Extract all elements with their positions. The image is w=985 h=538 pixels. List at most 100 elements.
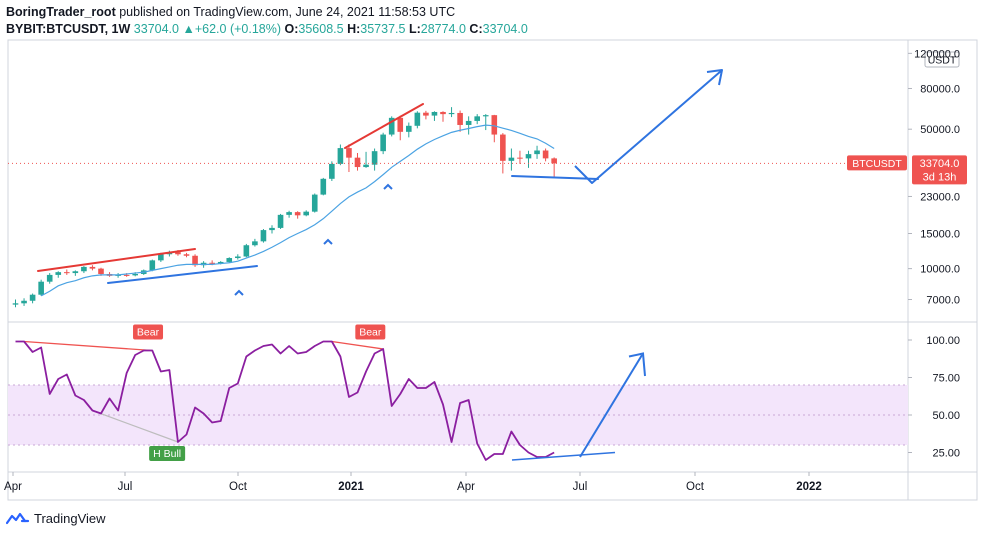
candle-body: [508, 157, 515, 161]
candle-body: [448, 112, 455, 115]
candles: [12, 107, 557, 308]
candle-body: [534, 150, 540, 155]
signal-badge: [133, 324, 164, 340]
candle-body: [226, 258, 233, 262]
price-tick-label: 50000.0: [920, 124, 960, 136]
chart-border: [7, 39, 978, 501]
candle-body: [465, 120, 472, 125]
rsi-support-line: [511, 451, 616, 461]
symbol-info: BYBIT:BTCUSDT, 1W 33704.0 ▲+62.0 (+0.18%…: [6, 22, 528, 36]
hidden-bullish-line: [92, 409, 179, 443]
signal-badge: [355, 324, 386, 340]
price-tick-label: 7000.0: [926, 295, 960, 307]
rsi-projection-arrowhead: [628, 352, 646, 377]
up-arrow-icon: ▲: [182, 22, 195, 36]
candle-body: [525, 154, 532, 159]
candle-body: [320, 178, 327, 195]
price-tick-label: 15000.0: [920, 228, 960, 240]
candle-body: [286, 212, 292, 215]
publish-date: published on TradingView.com, June 24, 2…: [119, 5, 456, 19]
candle-body: [311, 194, 318, 212]
candle-body: [243, 245, 250, 257]
time-tick-label: 2022: [796, 481, 822, 493]
projection-arrowhead: [706, 69, 723, 86]
time-tick-label: Apr: [4, 481, 22, 493]
rsi-tick-label: 75.00: [932, 373, 960, 385]
candle-body: [371, 151, 378, 165]
high-label: H:: [347, 22, 361, 36]
candle-body: [474, 116, 480, 121]
candle-body: [123, 274, 130, 276]
candle-body: [406, 125, 412, 132]
candle-body: [29, 294, 36, 301]
brand-name: TradingView: [34, 511, 106, 526]
candle-body: [89, 266, 96, 269]
candle-body: [64, 272, 70, 274]
symbol-tag-label: BTCUSDT: [852, 158, 902, 170]
candle-body: [423, 112, 429, 116]
candle-body: [482, 115, 489, 117]
resistance-trendline: [37, 248, 196, 272]
candle-body: [21, 300, 27, 304]
support-line: [511, 175, 599, 180]
candle-body: [337, 148, 344, 164]
last-price: 33704.0: [133, 22, 179, 36]
bearish-divergence-line-2: [331, 340, 384, 350]
rsi-tick-label: 100.00: [926, 335, 960, 347]
footer-brand[interactable]: TradingView: [6, 511, 106, 526]
candle-body: [388, 117, 395, 135]
candle-body: [431, 111, 438, 116]
up-chevron-icon: [383, 183, 393, 190]
rsi-tick-label: 50.00: [932, 410, 960, 422]
close-value: 33704.0: [482, 22, 528, 36]
candle-body: [46, 274, 53, 282]
low-label: L:: [408, 22, 421, 36]
signal-badge-label: H Bull: [153, 448, 181, 460]
candle-body: [55, 272, 62, 275]
rsi-projection-arrow: [579, 354, 643, 458]
candle-body: [235, 256, 241, 259]
price-tag: [912, 155, 967, 185]
rsi-pane: 100.00 75.00 50.00 25.00 Bear Bear H Bull: [8, 324, 960, 461]
author-name[interactable]: BoringTrader_root: [6, 5, 116, 19]
candle-body: [192, 255, 198, 266]
candle-body: [149, 260, 156, 271]
price-tick-label: 23000.0: [920, 191, 960, 203]
candle-body: [397, 117, 404, 132]
projection-arrow: [574, 70, 722, 184]
open-value: 35608.5: [298, 22, 344, 36]
candle-body: [260, 230, 267, 242]
candle-body: [81, 266, 87, 272]
time-tick-label: Jul: [118, 481, 133, 493]
time-tick-label: Apr: [457, 481, 475, 493]
candle-body: [380, 134, 386, 152]
moving-average-line: [40, 124, 555, 297]
support-trendline: [107, 265, 258, 284]
candle-body: [517, 157, 523, 159]
candle-body: [183, 254, 190, 256]
candle-body: [12, 303, 19, 305]
candle-body: [217, 261, 224, 264]
candle-body: [346, 148, 352, 158]
time-tick-label: Jul: [573, 481, 588, 493]
signal-badge-label: Bear: [359, 327, 382, 339]
high-value: 35737.5: [360, 22, 406, 36]
price-change: +62.0 (+0.18%): [194, 22, 282, 36]
candle-body: [209, 262, 215, 264]
candle-body: [354, 157, 361, 168]
time-axis[interactable]: Apr Jul Oct 2021 Apr Jul Oct 2022: [4, 472, 822, 493]
symbol-name: BYBIT:BTCUSDT, 1W: [6, 22, 131, 36]
candle-body: [414, 112, 421, 126]
candle-body: [363, 164, 369, 168]
candle-body: [132, 273, 138, 276]
currency-badge-label: USDT: [928, 55, 957, 67]
price-tag-value: 33704.0: [920, 158, 960, 170]
candle-body: [175, 252, 181, 255]
rsi-line: [15, 340, 555, 461]
candle-body: [500, 134, 506, 161]
candle-body: [277, 214, 284, 228]
time-tick-label: Oct: [229, 481, 248, 493]
candle-body: [457, 112, 463, 125]
